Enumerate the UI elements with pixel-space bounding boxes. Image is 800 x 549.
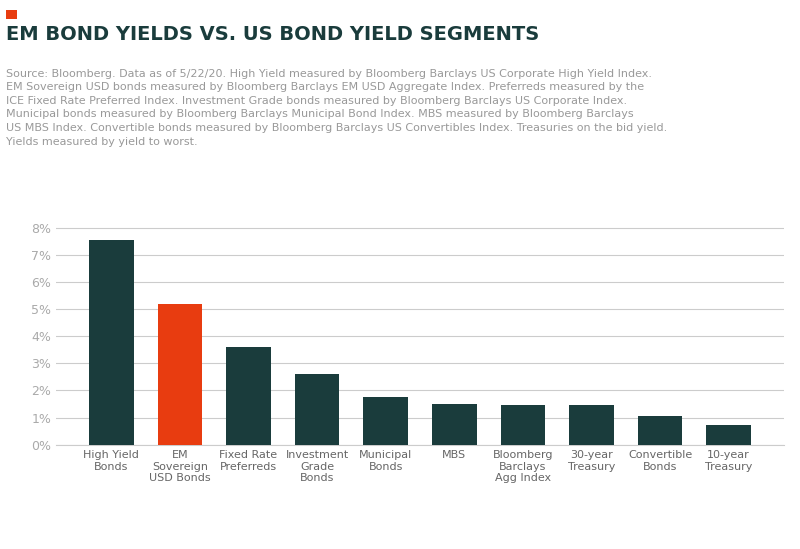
Bar (706, 425, 751, 445)
Bar (158, 304, 202, 445)
Bar (638, 416, 682, 445)
Bar (501, 405, 545, 445)
Bar (89, 240, 134, 445)
Bar (569, 405, 614, 445)
Bar (226, 347, 271, 445)
Text: Source: Bloomberg. Data as of 5/22/20. High Yield measured by Bloomberg Barclays: Source: Bloomberg. Data as of 5/22/20. H… (6, 69, 668, 147)
Bar (363, 397, 408, 445)
Bar (432, 404, 477, 445)
Text: EM BOND YIELDS VS. US BOND YIELD SEGMENTS: EM BOND YIELDS VS. US BOND YIELD SEGMENT… (6, 25, 540, 44)
Bar (295, 374, 339, 445)
